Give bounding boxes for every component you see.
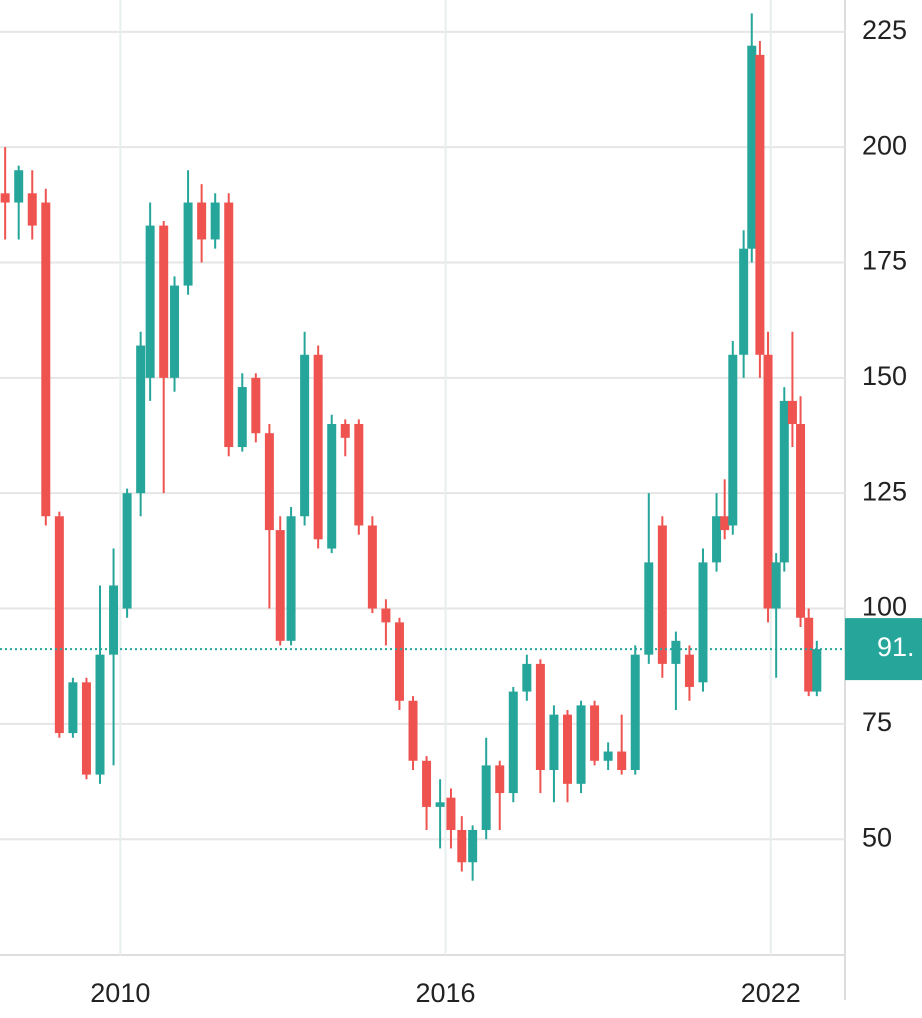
y-tick-label: 125 <box>862 476 907 506</box>
candle-body <box>804 617 814 692</box>
y-tick-label: 75 <box>862 707 892 737</box>
candle-body <box>327 423 337 549</box>
candle-body <box>381 608 391 623</box>
candle-body <box>136 345 146 494</box>
candle-body <box>728 354 738 526</box>
candle-body <box>495 765 505 794</box>
candle-body <box>109 585 119 655</box>
candle-body <box>644 562 654 655</box>
candle-body <box>457 829 467 863</box>
candle-body <box>617 751 627 770</box>
candle-body <box>779 400 789 563</box>
last-value-label: 91. <box>877 632 915 662</box>
candle-body <box>286 516 296 641</box>
candle-body <box>237 387 247 448</box>
candle-body <box>224 202 234 448</box>
candle-body <box>95 654 105 775</box>
candle-body <box>747 45 757 249</box>
candle-body <box>300 354 310 517</box>
candle-body <box>562 714 572 784</box>
candle-body <box>170 285 180 378</box>
candle-body <box>122 493 132 609</box>
candle-body <box>720 516 730 531</box>
candle-body <box>446 797 456 830</box>
candle-body <box>739 248 749 355</box>
candle-body <box>522 663 532 692</box>
candle-body <box>576 705 586 784</box>
last-value-box <box>845 618 922 681</box>
candle-body <box>684 654 694 687</box>
candle-body <box>275 530 285 641</box>
candle-body <box>549 714 559 770</box>
candle-body <box>41 202 51 517</box>
x-tick-label: 2010 <box>90 978 150 1008</box>
candle-body <box>468 829 478 863</box>
candle-body <box>159 225 169 378</box>
candle-body <box>81 682 91 775</box>
candle-body <box>671 640 681 664</box>
candle-body <box>763 354 773 609</box>
candle-body <box>54 516 64 734</box>
candle-body <box>435 802 445 807</box>
candle-body <box>394 622 404 701</box>
candle-body <box>755 54 765 355</box>
candle-body <box>698 562 708 683</box>
y-tick-label: 200 <box>862 130 907 160</box>
candle-body <box>787 400 797 424</box>
candle-body <box>68 682 78 734</box>
candle-body <box>367 525 377 609</box>
candle-body <box>657 525 667 664</box>
candle-body <box>408 700 418 761</box>
candle-body <box>354 423 364 526</box>
y-tick-label: 100 <box>862 592 907 622</box>
candle-body <box>183 202 193 286</box>
x-tick-label: 2016 <box>415 978 475 1008</box>
candle-body <box>422 760 432 807</box>
candle-body <box>210 202 220 240</box>
candle-body <box>630 654 640 770</box>
candle-body <box>197 202 207 240</box>
candle-body <box>145 225 155 378</box>
candle-body <box>27 193 37 226</box>
candle-body <box>771 562 781 609</box>
candle-body <box>251 377 261 434</box>
y-tick-label: 175 <box>862 246 907 276</box>
candle-body <box>590 705 600 761</box>
candle-body <box>812 649 822 692</box>
candle-body <box>481 765 491 830</box>
candle-body <box>14 170 24 203</box>
candle-body <box>264 433 274 531</box>
y-tick-label: 50 <box>862 822 892 852</box>
candle-body <box>508 691 518 794</box>
y-tick-label: 150 <box>862 361 907 391</box>
candle-body <box>0 193 10 203</box>
candle-body <box>313 354 323 540</box>
candle-body <box>340 423 350 438</box>
candle-body <box>603 751 613 761</box>
candle-body <box>712 516 722 563</box>
candle-body <box>535 663 545 770</box>
y-tick-label: 225 <box>862 15 907 45</box>
candle-body <box>796 423 806 618</box>
x-tick-label: 2022 <box>741 978 801 1008</box>
